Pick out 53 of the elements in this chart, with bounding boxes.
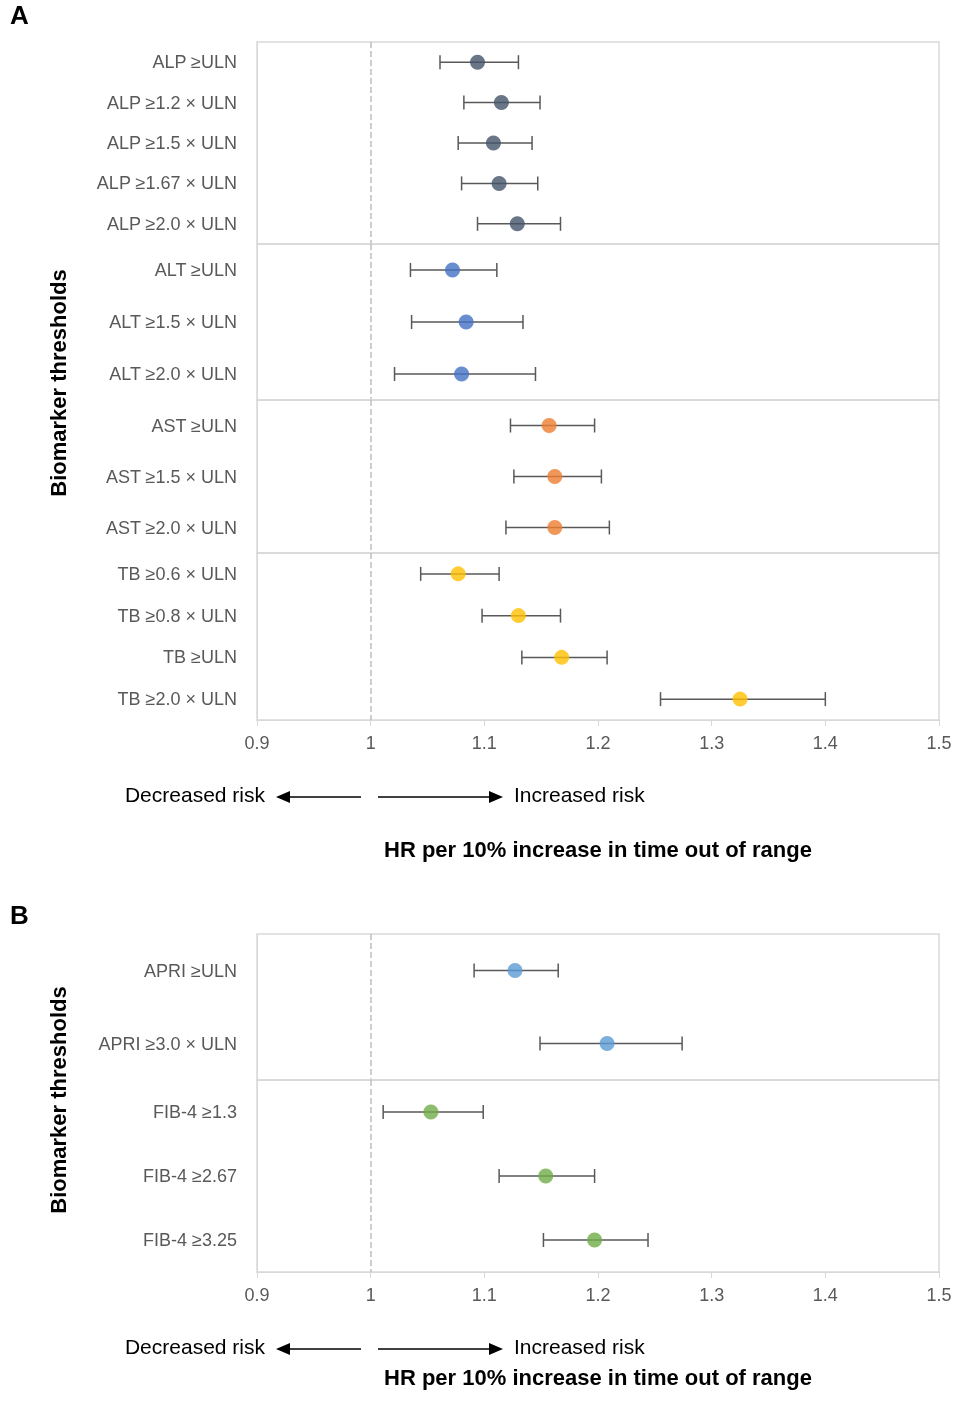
text: Increased risk [514,783,646,806]
text: B [10,900,29,930]
x-tick-label: 1.1 [471,733,497,753]
y-tick-label: AST ≥ULN [151,415,237,436]
x-tick-label: 1.4 [812,733,838,753]
x-tick-label: 1.4 [812,1285,838,1305]
point [554,649,570,665]
y-tick-label: ALP ≥1.2 × ULN [106,92,237,113]
x-tick-label: 1 [365,1285,376,1305]
y-tick-label: ALT ≥1.5 × ULN [109,312,237,332]
x-tick-label: 1.5 [926,1285,952,1305]
point [470,54,486,70]
point [493,95,509,111]
x-axis-title: HR per 10% increase in time out of range [384,836,812,862]
x-tick-label: 1.3 [699,733,725,753]
y-tick-label: ALP ≥ULN [152,52,237,73]
x-tick-label: 1.2 [585,1285,611,1305]
y-tick-label: FIB-4 ≥1.3 [153,1102,237,1122]
y-tick-label: TB ≥2.0 × ULN [117,689,237,710]
y-tick-label: ALP ≥2.0 × ULN [106,213,237,234]
y-tick-label: APRI ≥3.0 × ULN [98,1033,237,1054]
x-tick-label: 1.5 [926,733,952,753]
y-tick-label: ALP ≥1.5 × ULN [106,133,237,153]
text: A [10,0,29,30]
point [509,216,525,232]
point [491,175,507,191]
x-tick-label: 0.9 [244,1285,270,1305]
y-tick-label: ALT ≥ULN [154,260,237,280]
point [450,566,466,582]
text: Decreased risk [124,1335,266,1358]
y-tick-label: TB ≥0.8 × ULN [117,605,237,626]
y-tick-label: FIB-4 ≥3.25 [143,1230,237,1250]
y-tick-label: TB ≥0.6 × ULN [117,563,237,584]
x-tick-label: 0.9 [244,733,270,753]
x-tick-label: 1.2 [585,733,611,753]
y-tick-label: AST ≥1.5 × ULN [105,466,237,487]
y-axis-title: Biomarker thresholds [45,986,71,1214]
x-axis-title: HR per 10% increase in time out of range [384,1364,812,1390]
y-tick-label: APRI ≥ULN [144,960,237,981]
text: Decreased risk [124,783,266,806]
y-tick-label: AST ≥2.0 × ULN [105,517,237,538]
x-tick-label: 1.3 [699,1285,725,1305]
point [510,608,526,624]
y-tick-label: FIB-4 ≥2.67 [143,1166,237,1186]
x-tick-label: 1.1 [471,1285,497,1305]
y-tick-label: ALP ≥1.67 × ULN [96,173,237,194]
y-axis-title: Biomarker thresholds [45,269,71,497]
text: Increased risk [514,1335,646,1358]
point [732,691,748,707]
point [485,135,501,151]
y-tick-label: ALT ≥2.0 × ULN [109,364,237,384]
y-tick-label: TB ≥ULN [163,647,237,668]
x-tick-label: 1 [365,733,376,753]
